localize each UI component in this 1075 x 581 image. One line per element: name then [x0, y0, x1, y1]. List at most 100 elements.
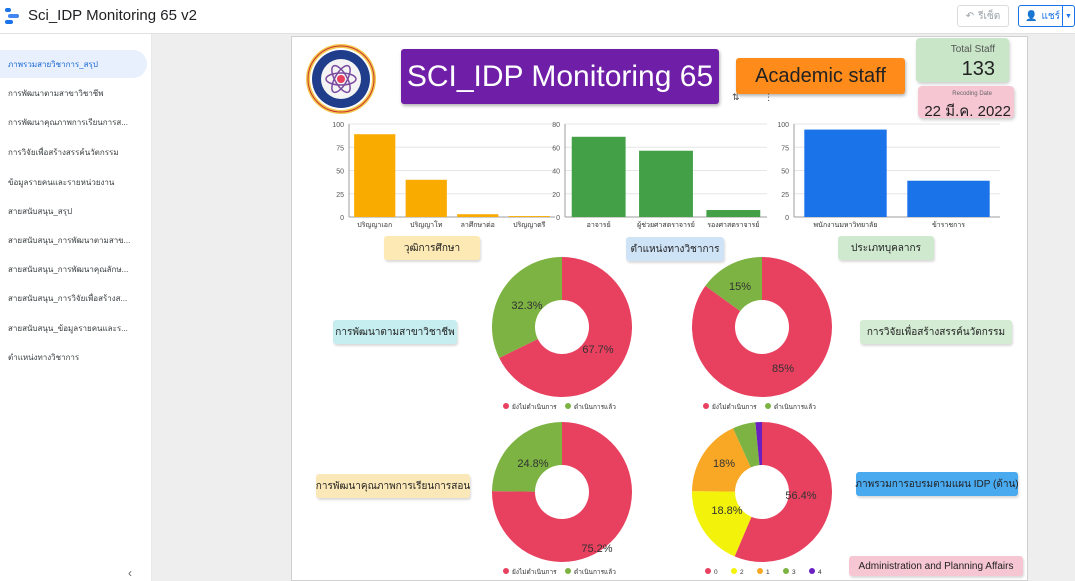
legend-marker — [705, 568, 711, 574]
nav-item-support-individual[interactable]: สายสนับสนุน_ข้อมูลรายคนและร... — [8, 323, 128, 333]
bar[interactable] — [907, 180, 990, 217]
legend-label[interactable]: 0 — [714, 569, 718, 576]
y-tick-label: 50 — [336, 169, 344, 176]
bar[interactable] — [354, 134, 396, 217]
legend-marker — [765, 403, 771, 409]
share-dropdown-icon[interactable]: ▼ — [1062, 6, 1074, 26]
collapse-sidebar-icon[interactable]: ‹ — [128, 566, 132, 580]
donut-slice[interactable] — [492, 257, 562, 358]
donut-slice[interactable] — [692, 428, 751, 492]
recording-date-value: 22 มี.ค. 2022 — [924, 103, 1011, 120]
donut-slice[interactable] — [499, 257, 632, 397]
y-tick-label: 25 — [336, 192, 344, 199]
undo-icon: ↶ — [965, 10, 975, 22]
nav-item-support-summary[interactable]: สายสนับสนุน_สรุป — [8, 206, 73, 216]
x-tick-label: ปริญญาโท — [410, 220, 443, 229]
personnel-type-chip: ประเภทบุคลากร — [838, 236, 934, 260]
slice-value-label: 24.8% — [517, 458, 548, 470]
x-tick-label: ปริญญาตรี — [513, 221, 546, 229]
bar[interactable] — [706, 210, 761, 217]
report-title[interactable]: Sci_IDP Monitoring 65 v2 — [28, 7, 197, 24]
nav-item-prof-dev[interactable]: การพัฒนาตามสาขาวิชาชีพ — [8, 88, 104, 98]
nav-item-support-quality[interactable]: สายสนับสนุน_การพัฒนาคุณลักษ... — [8, 264, 129, 274]
share-label: แชร์ — [1041, 10, 1061, 22]
teaching-donut-chart[interactable]: 75.2% 24.8% ยังไม่ดำเนินการ ดำเนินการแล้ว — [480, 417, 650, 579]
bar[interactable] — [571, 136, 626, 217]
y-tick-label: 0 — [340, 215, 344, 222]
x-tick-label: รองศาสตราจารย์ — [707, 221, 759, 229]
donut-slice[interactable] — [705, 257, 762, 312]
legend-marker — [565, 403, 571, 409]
legend-label[interactable]: ดำเนินการแล้ว — [574, 403, 616, 411]
page-navigation: ภาพรวมสายวิชาการ_สรุป การพัฒนาตามสาขาวิช… — [0, 34, 152, 581]
bar[interactable] — [639, 150, 693, 217]
x-tick-label: อาจารย์ — [587, 221, 611, 229]
nav-item-overview[interactable]: ภาพรวมสายวิชาการ_สรุป — [0, 50, 147, 78]
legend-label[interactable]: ยังไม่ดำเนินการ — [712, 403, 757, 411]
slice-value-label: 85% — [772, 363, 794, 375]
slice-value-label: 67.7% — [582, 344, 613, 356]
nav-item-individual[interactable]: ข้อมูลรายคนและรายหน่วยงาน — [8, 177, 115, 187]
y-tick-label: 60 — [552, 145, 560, 152]
bar[interactable] — [804, 129, 887, 217]
legend-marker — [757, 568, 763, 574]
legend-label[interactable]: 2 — [740, 569, 744, 576]
legend-label[interactable]: ยังไม่ดำเนินการ — [512, 568, 557, 576]
share-button[interactable]: 👤 แชร์ ▼ — [1018, 5, 1075, 27]
nav-item-support-research[interactable]: สายสนับสนุน_การวิจัยเพื่อสร้างส... — [8, 293, 128, 303]
staff-group-label: Academic staff — [736, 58, 905, 94]
donut-slice[interactable] — [492, 422, 632, 562]
legend-label[interactable]: 1 — [766, 569, 770, 576]
y-tick-label: 20 — [552, 192, 560, 199]
legend-label[interactable]: 3 — [792, 569, 796, 576]
y-tick-label: 100 — [777, 122, 789, 129]
sort-icon[interactable]: ⇅ — [732, 92, 740, 102]
y-tick-label: 0 — [556, 215, 560, 222]
nav-item-support-prof[interactable]: สายสนับสนุน_การพัฒนาตามสาข... — [8, 235, 131, 245]
x-tick-label: ผู้ช่วยศาสตราจารย์ — [637, 221, 695, 229]
reset-button[interactable]: ↶ รีเซ็ต — [957, 5, 1009, 27]
nav-item-research[interactable]: การวิจัยเพื่อสร้างสรรค์นวัตกรรม — [8, 147, 119, 157]
more-options-icon[interactable]: ⋮ — [764, 92, 774, 102]
slice-value-label: 18.8% — [711, 505, 742, 517]
academic-position-bar-chart[interactable]: 0 20 40 60 80 อาจารย์ ผู้ช่วยศาสตราจารย์ รองศาส… — [537, 115, 769, 235]
slice-value-label: 15% — [729, 281, 751, 293]
research-chip: การวิจัยเพื่อสร้างสรรค์นวัตกรรม — [860, 320, 1012, 344]
legend-marker — [503, 403, 509, 409]
legend-marker — [809, 568, 815, 574]
footer-chip: Administration and Planning Affairs — [849, 556, 1023, 576]
donut-slice[interactable] — [755, 422, 762, 466]
prof-dev-donut-chart[interactable]: 67.7% 32.3% ยังไม่ดำเนินการ ดำเนินการแล้ว — [480, 252, 650, 414]
y-tick-label: 100 — [332, 122, 344, 129]
donut-slice[interactable] — [732, 422, 760, 468]
legend-label[interactable]: ดำเนินการแล้ว — [774, 403, 816, 411]
donut-slice[interactable] — [692, 491, 752, 557]
bar[interactable] — [405, 179, 447, 217]
total-staff-value: 133 — [961, 58, 995, 80]
add-person-icon: 👤 — [1025, 10, 1038, 22]
nav-item-academic-position[interactable]: ตำแหน่งทางวิชาการ — [8, 352, 80, 362]
research-donut-chart[interactable]: 85% 15% ยังไม่ดำเนินการ ดำเนินการแล้ว — [680, 252, 850, 414]
y-tick-label: 75 — [336, 145, 344, 152]
bar[interactable] — [457, 214, 499, 217]
personnel-type-bar-chart[interactable]: 0 25 50 75 100 พนักงานมหาวิทยาลัย ข้าราชการ — [770, 115, 1000, 235]
y-tick-label: 40 — [552, 169, 560, 176]
donut-slice[interactable] — [692, 257, 832, 397]
legend-marker — [731, 568, 737, 574]
y-tick-label: 25 — [781, 192, 789, 199]
teaching-chip: การพัฒนาคุณภาพการเรียนการสอน — [316, 474, 470, 498]
donut-slice[interactable] — [492, 422, 562, 492]
legend-label[interactable]: ยังไม่ดำเนินการ — [512, 403, 557, 411]
total-staff-label: Total Staff — [950, 44, 995, 55]
donut-slice[interactable] — [734, 422, 832, 562]
idp-overview-donut-chart[interactable]: 56.4% 18.8% 18% 0 2 1 3 4 — [680, 417, 850, 579]
academic-position-chip: ตำแหน่งทางวิชาการ — [626, 237, 724, 261]
legend-label[interactable]: 4 — [818, 569, 822, 576]
legend-label[interactable]: ดำเนินการแล้ว — [574, 568, 616, 576]
slice-value-label: 18% — [713, 458, 735, 470]
total-staff-scorecard: Total Staff 133 — [916, 38, 1009, 82]
education-bar-chart[interactable]: 0 25 50 75 100 ปริญญาเอก ปริญญาโท ลาศึกษาต่อ ปริ… — [325, 115, 555, 235]
nav-item-teaching[interactable]: การพัฒนาคุณภาพการเรียนการส... — [8, 117, 128, 127]
bar[interactable] — [508, 216, 550, 217]
chart-toolbar: ⇅ ⋮ — [732, 92, 773, 103]
